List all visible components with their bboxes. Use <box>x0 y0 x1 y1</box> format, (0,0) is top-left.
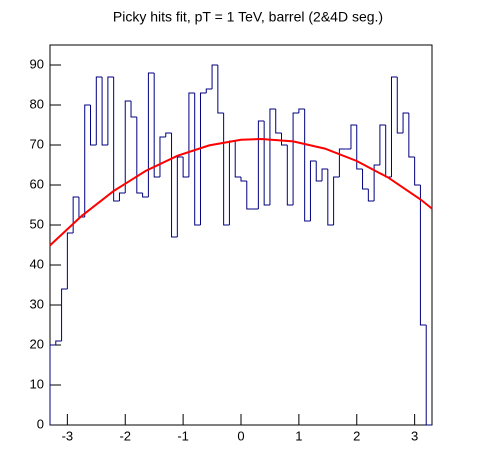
histogram-bin <box>321 168 328 181</box>
x-tick-label: -2 <box>119 428 131 443</box>
histogram-bin <box>113 77 120 202</box>
histogram-bin <box>49 344 56 425</box>
y-tick-label: 30 <box>30 296 44 311</box>
y-tick-label: 90 <box>30 56 44 71</box>
histogram-bin <box>327 169 334 226</box>
x-tick-label: 2 <box>353 428 360 443</box>
histogram-bin <box>188 92 195 177</box>
x-tick-label: 1 <box>295 428 302 443</box>
histogram-bin <box>142 193 149 198</box>
histogram-bin <box>292 112 299 205</box>
x-tick-label: -1 <box>177 428 189 443</box>
histogram-bin <box>286 145 294 206</box>
histogram-bin <box>263 121 270 206</box>
y-tick-label: 40 <box>30 256 44 271</box>
histogram-bin <box>101 77 108 146</box>
y-tick-label: 60 <box>30 176 44 191</box>
histogram-bin <box>124 100 132 193</box>
histogram-bin <box>84 104 91 217</box>
fit-curve <box>49 137 433 247</box>
histogram-bin <box>211 64 218 89</box>
histogram-bin <box>333 176 340 225</box>
histogram-bin <box>269 108 276 205</box>
y-tick-label: 70 <box>30 136 44 151</box>
y-tick-label: 20 <box>30 336 44 351</box>
histogram-bin <box>118 192 126 201</box>
histogram-bin <box>356 125 363 170</box>
histogram-bin <box>379 124 386 165</box>
histogram-bin <box>246 181 253 210</box>
histogram-bin <box>298 108 305 113</box>
histogram-bin <box>153 73 160 178</box>
histogram-bin <box>396 77 404 134</box>
histogram-bin <box>414 157 421 186</box>
chart-title: Picky hits fit, pT = 1 TeV, barrel (2&4D… <box>113 9 383 25</box>
histogram-bin <box>425 325 432 426</box>
histogram-bin <box>147 72 155 197</box>
histogram-bin <box>182 157 189 178</box>
histogram-bin <box>136 117 143 194</box>
histogram-bin <box>55 340 62 345</box>
histogram-bin <box>257 120 265 209</box>
y-tick-label: 50 <box>30 216 44 231</box>
histogram-bin <box>171 133 178 238</box>
x-tick-label: 3 <box>411 428 418 443</box>
histogram-bin <box>315 161 323 182</box>
histogram-bin <box>373 164 380 201</box>
histogram-bin <box>107 76 114 145</box>
histogram-bin <box>338 148 346 177</box>
histogram-bin <box>402 112 409 133</box>
histogram-bin <box>61 288 68 341</box>
y-tick-label: 0 <box>37 416 44 431</box>
histogram-bin <box>194 93 201 226</box>
histogram-bin <box>176 156 184 237</box>
histogram-bin <box>130 101 137 118</box>
histogram-bin <box>367 189 375 202</box>
y-tick-label: 10 <box>30 376 44 391</box>
x-tick-label: 0 <box>237 428 244 443</box>
histogram-bin <box>205 88 213 93</box>
histogram-bin <box>281 133 288 146</box>
histogram-bin <box>90 105 97 146</box>
histogram-bin <box>78 197 85 218</box>
histogram-bin <box>165 132 172 137</box>
histogram-bin <box>275 109 282 134</box>
histogram-bin <box>419 185 427 326</box>
histogram-bin <box>72 196 79 233</box>
y-tick-label: 80 <box>30 96 44 111</box>
histogram-bin <box>350 124 357 149</box>
histogram-bin <box>95 76 103 145</box>
histogram-bin <box>66 232 74 289</box>
histogram-bin <box>309 160 317 221</box>
histogram-bin <box>408 113 415 158</box>
x-tick-label: -3 <box>62 428 74 443</box>
histogram-bin <box>390 76 398 177</box>
histogram-bin <box>234 141 241 178</box>
histogram-bin <box>240 177 247 182</box>
histogram-bin <box>362 169 369 190</box>
histogram-bin <box>217 65 224 114</box>
histogram-bin <box>304 109 311 222</box>
histogram-bin <box>199 92 207 225</box>
histogram-bin <box>223 113 230 226</box>
